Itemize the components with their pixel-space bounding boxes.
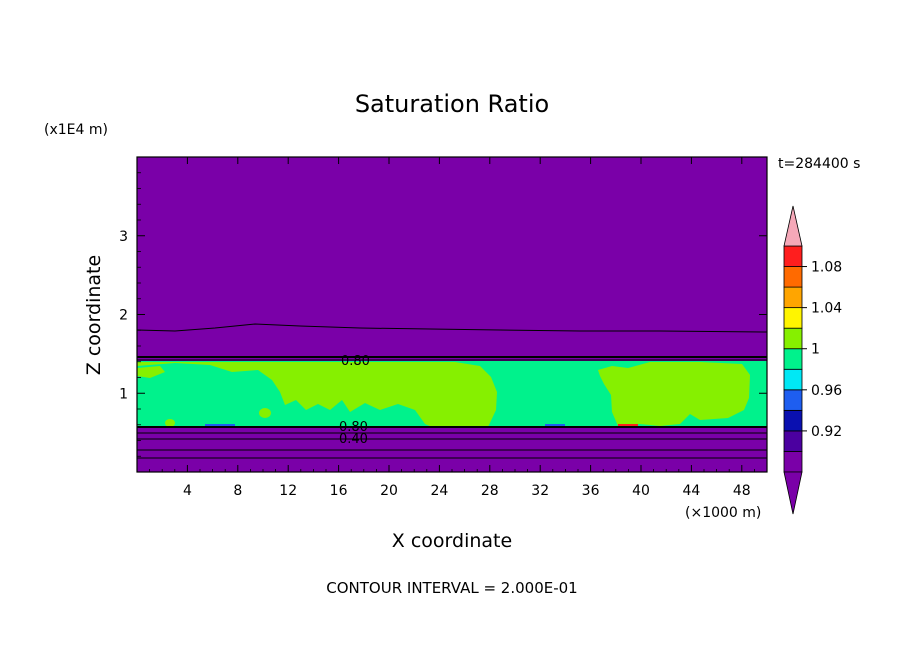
colorbar-bin — [783, 266, 803, 288]
time-label: t=284400 s — [778, 156, 860, 172]
x-tick-label: 28 — [481, 483, 499, 499]
x-tick-label: 16 — [330, 483, 348, 499]
contour-lines — [136, 323, 768, 459]
colorbar-over-arrow — [783, 205, 803, 247]
x-tick-label: 8 — [233, 483, 242, 499]
x-axis-label: X coordinate — [392, 530, 512, 552]
base-band-blue — [205, 424, 235, 427]
y-unit-label: (x1E4 m) — [44, 122, 108, 138]
x-axis-ticks: 4 8 12 16 20 24 28 32 36 40 44 48 — [149, 157, 755, 499]
colorbar-bin — [783, 451, 803, 473]
colorbar-tick-label: 0.96 — [811, 383, 842, 399]
colorbar-bin — [783, 327, 803, 350]
x-tick-label: 36 — [582, 483, 600, 499]
colorbar-bin — [783, 389, 803, 411]
colorbar-tick-label: 1 — [811, 342, 820, 358]
base-band-blue — [545, 424, 565, 427]
y-tick-label: 1 — [119, 386, 128, 402]
colorbar-tick-label: 1.04 — [811, 301, 842, 317]
x-tick-label: 32 — [531, 483, 549, 499]
supersaturated-region-left — [137, 362, 497, 427]
colorbar-bin — [783, 245, 803, 267]
x-tick-label: 4 — [183, 483, 192, 499]
y-tick-label: 3 — [119, 229, 128, 245]
x-tick-label: 44 — [682, 483, 700, 499]
y-axis-ticks: 1 2 3 — [119, 172, 767, 457]
contour-interval-footer: CONTOUR INTERVAL = 2.000E-01 — [326, 579, 577, 597]
contour-label: 0.80 — [339, 420, 368, 435]
colorbar-bin — [783, 368, 803, 391]
y-axis-label: Z coordinate — [83, 255, 105, 375]
x-tick-label: 40 — [632, 483, 650, 499]
y-tick-label: 2 — [119, 308, 128, 324]
x-tick-label: 48 — [733, 483, 751, 499]
colorbar-bin — [783, 286, 803, 309]
colorbar-bin — [783, 307, 803, 329]
contour-line — [136, 323, 768, 333]
colorbar-under-arrow — [783, 471, 803, 515]
colorbar-bin — [783, 348, 803, 370]
small-patch — [165, 419, 175, 427]
contour-label: 0.80 — [341, 354, 370, 369]
supersaturated-region-right — [598, 362, 750, 426]
supersaturated-region-left-edge — [137, 366, 165, 378]
colorbar-bin — [783, 409, 803, 432]
small-patch — [259, 408, 271, 418]
colorbar-bin — [783, 430, 803, 452]
colorbar: 0.92 0.96 1 1.04 1.08 — [783, 205, 842, 515]
colorbar-tick-label: 1.08 — [811, 260, 842, 276]
x-tick-label: 20 — [380, 483, 398, 499]
colorbar-tick-label: 0.92 — [811, 424, 842, 440]
contour-label: 0.40 — [339, 432, 368, 447]
x-unit-label: (×1000 m) — [685, 505, 761, 521]
x-tick-label: 24 — [430, 483, 448, 499]
contour-field — [137, 157, 767, 472]
chart-title: Saturation Ratio — [355, 90, 549, 118]
x-tick-label: 12 — [279, 483, 297, 499]
base-band-red — [618, 424, 638, 427]
